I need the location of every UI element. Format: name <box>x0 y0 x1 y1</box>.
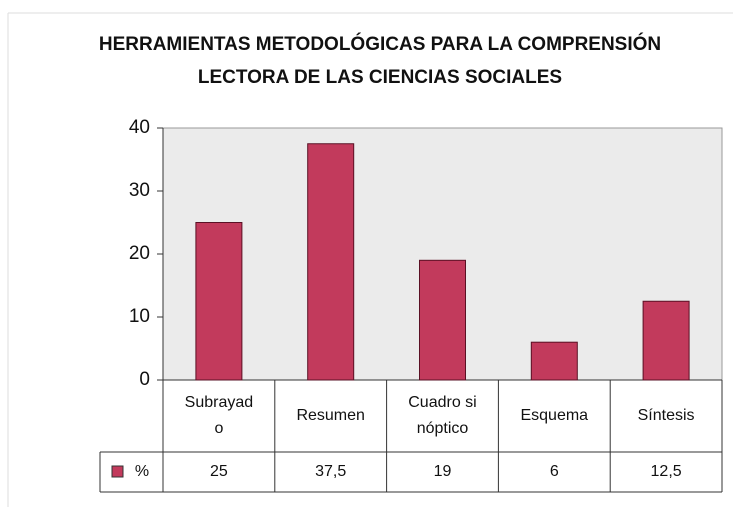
x-tick-label: Subrayado <box>184 394 254 437</box>
data-table-value: 19 <box>433 463 452 480</box>
data-table-value: 25 <box>210 463 228 480</box>
x-tick-label: Cuadro sinóptico <box>408 394 477 437</box>
legend-swatch <box>111 465 124 478</box>
x-tick-label: Síntesis <box>637 407 695 424</box>
y-tick-label: 0 <box>139 369 150 390</box>
bar <box>195 222 243 381</box>
bar <box>307 143 355 381</box>
chart-title: HERRAMIENTAS METODOLÓGICAS PARA LA COMPR… <box>98 34 662 88</box>
y-tick-label: 10 <box>128 306 150 327</box>
bar <box>642 300 690 381</box>
y-tick-label: 40 <box>128 117 150 138</box>
data-table-value: 6 <box>549 463 559 480</box>
x-tick-label: Resumen <box>296 407 365 424</box>
legend-label: % <box>134 463 150 480</box>
bar <box>530 341 578 381</box>
bar <box>419 259 466 381</box>
data-table-value: 12,5 <box>650 463 682 480</box>
data-table-value: 37,5 <box>315 463 347 480</box>
y-tick-label: 30 <box>128 180 150 201</box>
y-tick-label: 20 <box>128 243 150 264</box>
x-tick-label: Esquema <box>520 407 589 424</box>
